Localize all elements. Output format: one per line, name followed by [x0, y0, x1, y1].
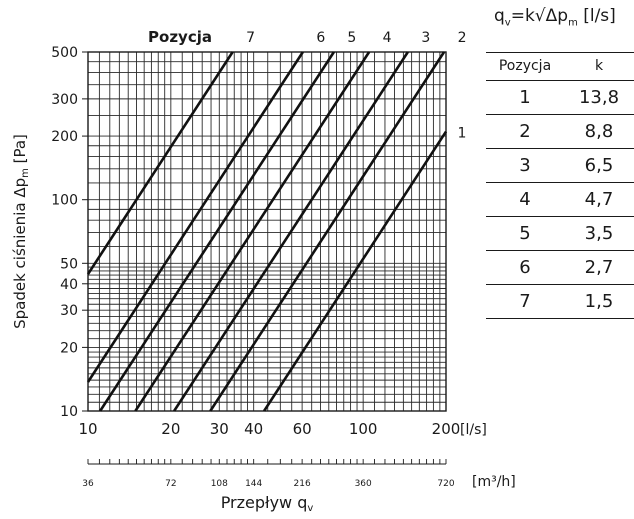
curve-label: 6: [316, 30, 325, 46]
x2-tick-label: 144: [245, 479, 262, 489]
k-table-row: 1 13,8: [486, 81, 634, 115]
y-tick-label: 300: [51, 92, 78, 108]
k-table-header: Pozycja k: [486, 52, 634, 81]
x2-unit-label: [m³/h]: [472, 474, 516, 490]
k-header-k: k: [594, 58, 604, 74]
k-table-row: 2 8,8: [486, 115, 634, 149]
x2-tick-label: 360: [355, 479, 372, 489]
y-tick-label: 40: [60, 277, 78, 293]
x-tick-label: 10: [78, 420, 97, 438]
k-table-row: 7 1,5: [486, 285, 634, 319]
curve-label: 7: [246, 30, 255, 46]
k-pos: 3: [519, 155, 531, 176]
k-pos: 1: [519, 87, 531, 108]
k-table-row: 3 6,5: [486, 149, 634, 183]
formula-mid: =k√Δp: [510, 6, 569, 26]
formula-unit: [l/s]: [577, 6, 616, 26]
x-tick-label: 100: [349, 420, 378, 438]
k-val: 3,5: [584, 223, 614, 244]
x-unit-label: [l/s]: [460, 422, 487, 438]
k-table-row: 6 2,7: [486, 251, 634, 285]
y-axis-title: Spadek ciśnienia Δpm [Pa]: [11, 134, 31, 329]
k-header-pozycja: Pozycja: [498, 58, 552, 74]
curve-label: 3: [421, 30, 430, 46]
x-tick-label: 60: [293, 420, 312, 438]
y-tick-label: 100: [51, 193, 78, 209]
x2-tick-label: 72: [165, 479, 176, 489]
x-tick-label: 40: [244, 420, 263, 438]
x-tick-label: 30: [210, 420, 229, 438]
curve-label: 1: [458, 126, 467, 142]
y-tick-label: 30: [60, 303, 78, 319]
y-tick-label: 500: [51, 45, 78, 61]
grid: [87, 51, 447, 412]
curve-label: 2: [458, 30, 467, 46]
k-table-row: 4 4,7: [486, 183, 634, 217]
formula-sub-v: v: [504, 17, 511, 29]
formula-sub-m: m: [568, 17, 578, 29]
k-pos: 2: [519, 121, 531, 142]
curve-label: 4: [383, 30, 392, 46]
curve-pozycja-6: [86, 51, 304, 383]
y-tick-label: 200: [51, 129, 78, 145]
k-pos: 6: [519, 257, 531, 278]
plot-frame: [87, 51, 447, 412]
k-val: 8,8: [584, 121, 614, 142]
curve-label: 5: [347, 30, 356, 46]
k-pos: 5: [519, 223, 531, 244]
x2-tick-label: 216: [294, 479, 311, 489]
curve-pozycja-7: [86, 51, 234, 275]
flow-formula: qv=k√Δpm [l/s]: [494, 6, 616, 28]
x-tick-label: 20: [161, 420, 180, 438]
curve-pozycja-1: [262, 130, 448, 412]
y-tick-label: 10: [60, 404, 78, 420]
k-val: 1,5: [584, 291, 614, 312]
curve-pozycja-2: [209, 51, 446, 412]
k-val: 2,7: [584, 257, 614, 278]
curve-pozycja-3: [173, 51, 409, 412]
k-val: 13,8: [578, 87, 620, 108]
x2-tick-label: 36: [82, 479, 94, 489]
chart-title: Pozycja: [148, 28, 212, 46]
formula-q: q: [494, 6, 505, 26]
curve-pozycja-5: [99, 51, 335, 412]
x2-tick-label: 720: [437, 479, 454, 489]
k-table: Pozycja k 1 13,8 2 8,8 3 6,5 4 4,7 5 3,5 6 2,7…: [486, 52, 634, 319]
curves: [86, 51, 448, 412]
x-tick-label: 200: [432, 420, 461, 438]
x2-tick-label: 108: [211, 479, 228, 489]
curve-pozycja-4: [134, 51, 371, 412]
x-axis-title: Przepływ qv: [221, 493, 314, 514]
k-val: 4,7: [584, 189, 614, 210]
k-val: 6,5: [584, 155, 614, 176]
k-table-row: 5 3,5: [486, 217, 634, 251]
y-tick-label: 50: [60, 256, 78, 272]
k-pos: 7: [519, 291, 531, 312]
k-pos: 4: [519, 189, 531, 210]
y-tick-label: 20: [60, 340, 78, 356]
